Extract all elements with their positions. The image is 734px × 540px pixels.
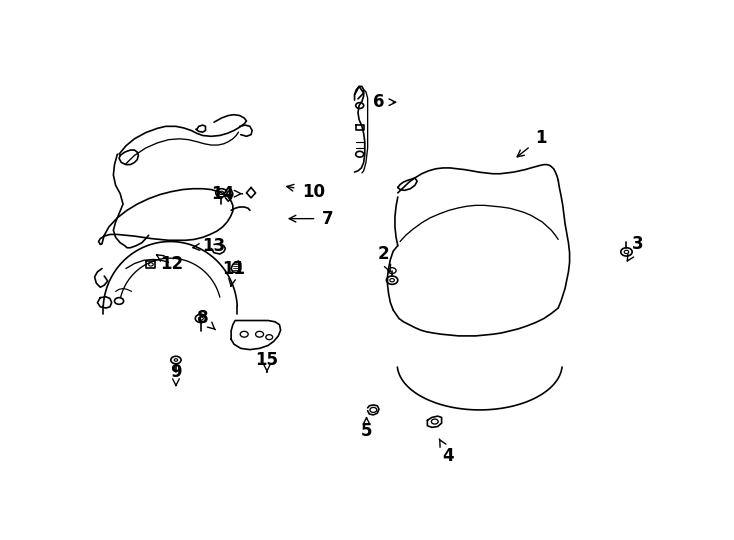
Text: 6: 6 xyxy=(374,93,396,111)
Text: 2: 2 xyxy=(377,245,390,272)
Text: 1: 1 xyxy=(517,129,547,157)
Text: 10: 10 xyxy=(287,183,325,201)
Text: 3: 3 xyxy=(628,234,644,261)
Text: 8: 8 xyxy=(197,309,215,330)
Text: 15: 15 xyxy=(255,351,278,372)
Text: 14: 14 xyxy=(211,185,242,202)
Text: 11: 11 xyxy=(222,260,245,286)
Text: 13: 13 xyxy=(193,237,225,255)
Text: 9: 9 xyxy=(170,363,182,386)
Text: 7: 7 xyxy=(289,210,334,228)
Text: 12: 12 xyxy=(156,255,183,273)
Text: 4: 4 xyxy=(439,439,454,464)
Text: 5: 5 xyxy=(360,417,372,440)
